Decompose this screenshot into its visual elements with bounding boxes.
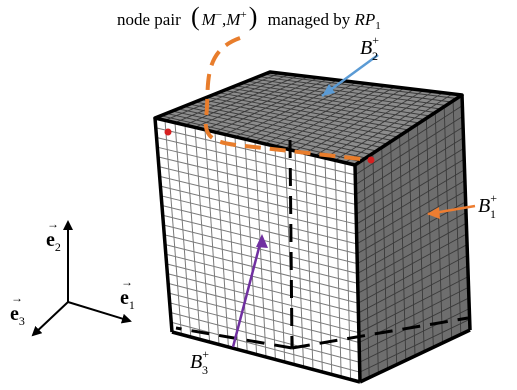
svg-text:→: → [47, 217, 59, 231]
grid-line [177, 108, 377, 152]
bottom-right-edge [359, 328, 471, 384]
axis-e3-label: → e3 [10, 291, 25, 328]
grid-line [358, 265, 469, 324]
grid-line [258, 76, 452, 103]
grid-line [195, 101, 393, 141]
grid-line [164, 234, 358, 284]
b2-label: B+ 2 [360, 33, 379, 63]
b3-arrowhead [256, 234, 268, 248]
grid-line [359, 308, 470, 363]
grid-line [170, 312, 360, 363]
svg-text:e2: e2 [46, 229, 61, 254]
grid-line [355, 126, 464, 195]
b1-label: B+ 1 [478, 191, 497, 221]
grid-line [161, 195, 357, 245]
grid-line [264, 73, 457, 99]
grid-line [357, 212, 467, 274]
axis-e2-label: → e2 [46, 217, 61, 254]
axis-e1-label: → e1 [120, 275, 135, 312]
grid-line [358, 276, 469, 334]
axis-e1-arrow [67, 301, 132, 324]
cube-edges [153, 70, 472, 384]
b1-arrowhead [427, 207, 440, 219]
hidden-edge-left [175, 326, 293, 350]
grid-line [166, 263, 359, 314]
grid-line [161, 205, 358, 255]
grid-line [163, 224, 358, 274]
grid-line [172, 110, 372, 155]
hidden-edge-vertical [288, 139, 294, 349]
grid-line [159, 175, 357, 225]
grid-line [166, 112, 366, 159]
back-right-edge [460, 94, 472, 331]
grid-line [357, 244, 468, 304]
grid-line [356, 180, 466, 245]
grid-line [355, 137, 464, 205]
svg-text:→: → [121, 275, 133, 289]
node-m-minus-dot [164, 128, 172, 136]
grid-line [165, 253, 359, 304]
grid-line [359, 297, 470, 353]
grid-line [355, 115, 463, 186]
grid-line [157, 156, 357, 205]
grid-line [359, 318, 470, 373]
grid-line [189, 103, 388, 145]
svg-text:e1: e1 [120, 287, 135, 312]
grid-line [252, 78, 447, 106]
coordinate-axes [31, 220, 132, 337]
grid-line [223, 89, 420, 124]
grid-line [155, 127, 356, 176]
grid-line [241, 83, 436, 113]
grid-line [167, 273, 359, 324]
grid-line [156, 136, 356, 186]
grid-line [158, 166, 357, 215]
grid-line [357, 201, 466, 265]
grid-line [168, 292, 360, 344]
right-face-grid [354, 100, 470, 378]
grid-line [355, 148, 465, 215]
grid-line [169, 302, 360, 353]
grid-line [354, 105, 463, 176]
bottom-front-edge [171, 330, 361, 384]
front-left-edge [153, 117, 174, 333]
hidden-edge-right [291, 316, 469, 350]
grid-line [357, 233, 467, 294]
grid-line [356, 169, 465, 235]
grid-line [206, 96, 404, 134]
b3-label: B+ 3 [190, 347, 209, 377]
b3-pointer-arrow [231, 239, 263, 348]
grid-line [218, 92, 414, 127]
grid-line [235, 85, 430, 117]
svg-text:→: → [11, 291, 23, 305]
grid-line [356, 190, 466, 255]
grid-line [229, 87, 425, 120]
grid-line [168, 282, 359, 334]
grid-line [160, 185, 357, 235]
grid-line [157, 146, 356, 196]
grid-line [171, 321, 360, 373]
grid-line [164, 243, 359, 294]
node-m-plus-dot [367, 156, 375, 164]
grid-line [212, 94, 409, 131]
front-right-edge [353, 164, 362, 383]
grid-line [357, 222, 467, 284]
hidden-edges [175, 139, 469, 350]
grid-line [356, 158, 465, 225]
axis-e3-arrow [31, 301, 69, 337]
grid-line [246, 80, 441, 110]
managed-node-pair-path [203, 36, 371, 162]
grid-line [200, 99, 398, 138]
grid-line [358, 254, 468, 314]
grid-line [183, 106, 382, 148]
svg-text:e3: e3 [10, 303, 25, 328]
caption: node pair (M−,M+) managed by RP1 [117, 2, 381, 32]
b2-arrowhead [322, 84, 335, 96]
